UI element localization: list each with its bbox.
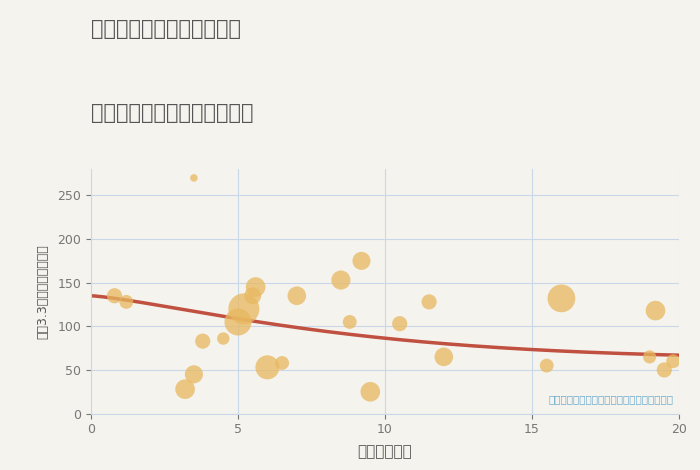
Point	[262, 364, 273, 371]
Point	[424, 298, 435, 306]
Point	[120, 298, 132, 306]
Point	[276, 359, 288, 367]
Point	[335, 276, 346, 284]
Text: 兵庫県丹波市春日町古河の: 兵庫県丹波市春日町古河の	[91, 19, 241, 39]
Point	[188, 174, 199, 182]
Point	[438, 353, 449, 360]
Point	[394, 320, 405, 328]
Point	[356, 257, 367, 265]
Point	[668, 358, 679, 365]
Point	[247, 292, 258, 299]
X-axis label: 駅距離（分）: 駅距離（分）	[358, 445, 412, 460]
Point	[659, 366, 670, 374]
Text: 円の大きさは、取引のあった物件面積を示す: 円の大きさは、取引のあった物件面積を示す	[548, 394, 673, 404]
Point	[238, 305, 249, 313]
Point	[188, 370, 199, 378]
Point	[556, 295, 567, 302]
Y-axis label: 坪（3.3㎡）単価（万円）: 坪（3.3㎡）単価（万円）	[36, 244, 49, 339]
Point	[291, 292, 302, 299]
Point	[250, 283, 261, 291]
Point	[365, 388, 376, 396]
Point	[344, 318, 356, 326]
Point	[644, 353, 655, 360]
Point	[197, 337, 209, 345]
Point	[650, 307, 661, 314]
Point	[218, 335, 229, 342]
Point	[109, 292, 120, 299]
Point	[179, 385, 190, 393]
Point	[232, 318, 244, 326]
Point	[541, 362, 552, 369]
Text: 駅距離別中古マンション価格: 駅距離別中古マンション価格	[91, 103, 253, 124]
